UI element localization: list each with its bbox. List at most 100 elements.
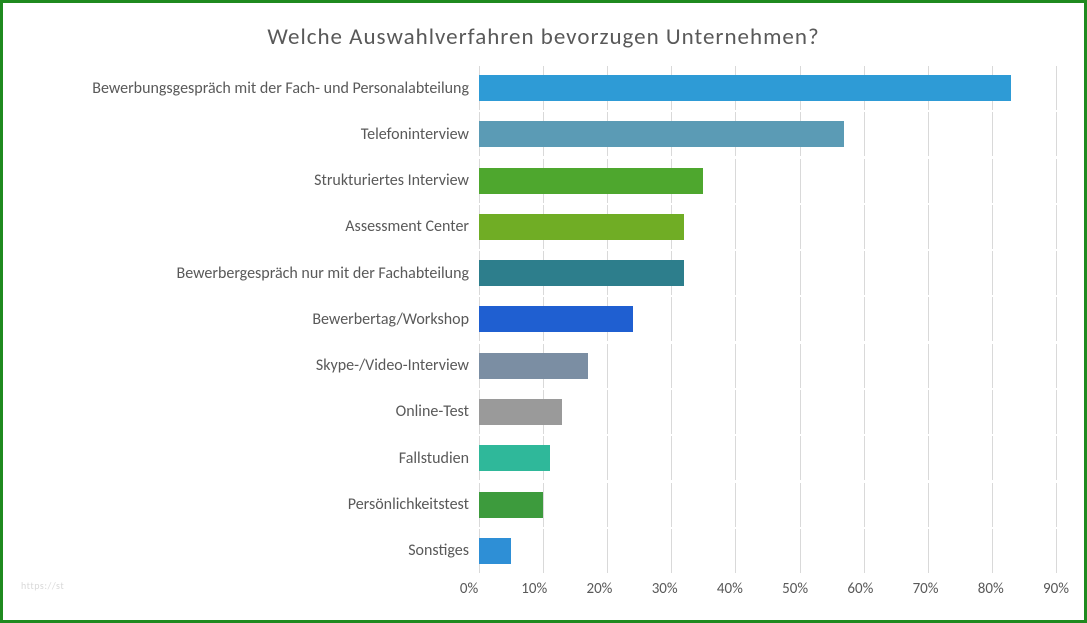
gridline <box>928 297 929 341</box>
gridline <box>1056 159 1057 203</box>
gridline <box>671 390 672 434</box>
category-label: Online-Test <box>31 402 479 421</box>
bar-row: Online-Test <box>31 390 1056 434</box>
bar <box>479 260 684 286</box>
plot-cell <box>479 390 1056 434</box>
gridline <box>992 390 993 434</box>
gridline <box>992 436 993 480</box>
plot-cell <box>479 66 1056 110</box>
gridline <box>607 344 608 388</box>
x-tick: 60% <box>847 580 873 598</box>
bar <box>479 214 684 240</box>
bar-row: Telefoninterview <box>31 112 1056 156</box>
gridlines <box>479 529 1056 573</box>
x-tick: 90% <box>1043 580 1069 598</box>
gridline <box>928 483 929 527</box>
category-label: Telefoninterview <box>31 125 479 144</box>
gridline <box>992 205 993 249</box>
bar-rows: Bewerbungsgespräch mit der Fach- und Per… <box>31 65 1056 574</box>
gridline <box>735 344 736 388</box>
category-label: Bewerbungsgespräch mit der Fach- und Per… <box>31 79 479 98</box>
plot-cell <box>479 159 1056 203</box>
bar-row: Assessment Center <box>31 205 1056 249</box>
chart-title: Welche Auswahlverfahren bevorzugen Unter… <box>31 23 1056 51</box>
gridline <box>1056 344 1057 388</box>
gridline <box>864 159 865 203</box>
gridline <box>1056 390 1057 434</box>
gridline <box>1056 297 1057 341</box>
chart-area: Bewerbungsgespräch mit der Fach- und Per… <box>31 65 1056 608</box>
gridline <box>800 344 801 388</box>
gridline <box>864 529 865 573</box>
bar-row: Bewerbungsgespräch mit der Fach- und Per… <box>31 66 1056 110</box>
bar <box>479 168 703 194</box>
chart-frame: Welche Auswahlverfahren bevorzugen Unter… <box>0 0 1087 623</box>
gridline <box>928 205 929 249</box>
gridline <box>864 436 865 480</box>
gridline <box>992 159 993 203</box>
gridline <box>671 344 672 388</box>
gridline <box>735 205 736 249</box>
plot-cell <box>479 344 1056 388</box>
category-label: Sonstiges <box>31 541 479 560</box>
x-tick: 10% <box>521 580 547 598</box>
gridline <box>671 483 672 527</box>
watermark: https://st <box>21 579 64 592</box>
x-tick: 50% <box>782 580 808 598</box>
gridline <box>864 483 865 527</box>
gridline <box>800 390 801 434</box>
gridline <box>800 205 801 249</box>
gridline <box>1056 251 1057 295</box>
bar-row: Persönlichkeitstest <box>31 483 1056 527</box>
gridline <box>800 251 801 295</box>
gridline <box>864 205 865 249</box>
gridlines <box>479 436 1056 480</box>
gridline <box>864 251 865 295</box>
bar-row: Skype-/Video-Interview <box>31 344 1056 388</box>
gridline <box>800 297 801 341</box>
gridline <box>992 297 993 341</box>
gridline <box>928 529 929 573</box>
x-tick: 20% <box>586 580 612 598</box>
plot-cell <box>479 251 1056 295</box>
x-axis-ticks: 0%10%20%30%40%50%60%70%80%90% <box>469 574 1056 608</box>
category-label: Assessment Center <box>31 217 479 236</box>
gridline <box>607 529 608 573</box>
category-label: Persönlichkeitstest <box>31 495 479 514</box>
plot-cell <box>479 205 1056 249</box>
bar <box>479 121 844 147</box>
gridline <box>928 436 929 480</box>
bar-row: Strukturiertes Interview <box>31 159 1056 203</box>
x-tick: 0% <box>460 580 478 598</box>
bar <box>479 492 543 518</box>
plot-cell <box>479 112 1056 156</box>
gridline <box>607 483 608 527</box>
gridline <box>800 483 801 527</box>
bar <box>479 399 562 425</box>
bar <box>479 75 1011 101</box>
gridline <box>864 344 865 388</box>
x-tick: 70% <box>913 580 939 598</box>
gridline <box>992 112 993 156</box>
gridline <box>671 297 672 341</box>
gridline <box>671 436 672 480</box>
bar <box>479 353 588 379</box>
gridline <box>735 436 736 480</box>
gridline <box>1056 112 1057 156</box>
gridline <box>928 390 929 434</box>
gridline <box>543 483 544 527</box>
x-tick: 30% <box>652 580 678 598</box>
gridline <box>1056 529 1057 573</box>
gridline <box>928 251 929 295</box>
plot-cell <box>479 297 1056 341</box>
bar <box>479 538 511 564</box>
gridline <box>735 529 736 573</box>
gridline <box>800 529 801 573</box>
gridline <box>735 390 736 434</box>
category-label: Bewerbertag/Workshop <box>31 310 479 329</box>
gridlines <box>479 390 1056 434</box>
gridline <box>992 251 993 295</box>
gridline <box>928 344 929 388</box>
bar-row: Bewerbergespräch nur mit der Fachabteilu… <box>31 251 1056 295</box>
gridline <box>864 112 865 156</box>
